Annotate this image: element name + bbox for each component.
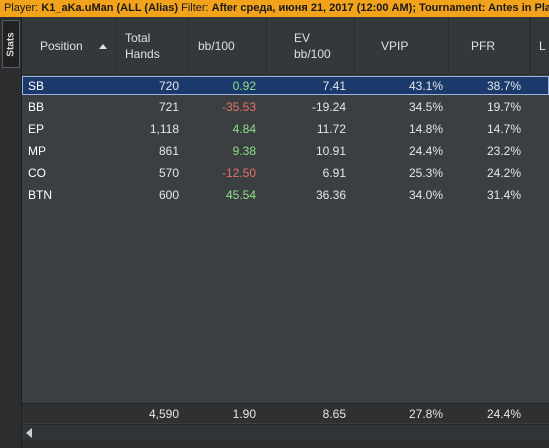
cell-pfr: 24.2% <box>486 166 521 180</box>
cell-position: BB <box>28 100 45 114</box>
player-value[interactable]: K1_aKa.uMan (ALL (Alias) <box>41 2 179 14</box>
stats-tab[interactable]: Stats <box>2 20 20 68</box>
cell-pfr: 14.7% <box>486 122 521 136</box>
sort-ascending-icon <box>99 44 107 49</box>
table-row[interactable]: BB 721 -35.53 -19.24 34.5% 19.7% <box>22 98 549 117</box>
column-header-position[interactable]: Position <box>22 17 117 75</box>
column-header-label: VPIP <box>381 39 409 53</box>
cell-total-hands: 721 <box>158 100 179 114</box>
cell-bb100: -12.50 <box>221 166 256 180</box>
horizontal-scrollbar[interactable] <box>22 424 549 440</box>
column-header-total-hands[interactable]: Total Hands <box>117 17 188 75</box>
filter-label: Filter: <box>181 2 209 14</box>
column-header-label: Position <box>40 39 83 53</box>
column-header-label: bb/100 <box>294 47 331 61</box>
cell-ev-bb100: 10.91 <box>315 144 346 158</box>
cell-bb100: 9.38 <box>232 144 256 158</box>
cell-ev-bb100: 7.41 <box>322 79 346 93</box>
cell-position: SB <box>28 79 45 93</box>
bottom-strip <box>22 440 549 448</box>
cell-total-hands: 600 <box>158 188 179 202</box>
total-bb100: 1.90 <box>232 407 256 421</box>
cell-pfr: 19.7% <box>486 100 521 114</box>
grid-header: Position Total Hands bb/100 EV bb/100 VP… <box>22 17 549 75</box>
cell-total-hands: 1,118 <box>149 122 179 136</box>
cell-position: CO <box>28 166 46 180</box>
cell-position: BTN <box>28 188 52 202</box>
cell-pfr: 38.7% <box>486 79 521 93</box>
total-ev-bb100: 8.65 <box>322 407 346 421</box>
column-header-label: L <box>539 39 546 53</box>
column-header-label: EV <box>294 31 311 45</box>
column-header-ev-bb100[interactable]: EV bb/100 <box>267 17 355 75</box>
table-row[interactable]: BTN 600 45.54 36.36 34.0% 31.4% <box>22 186 549 205</box>
cell-pfr: 31.4% <box>486 188 521 202</box>
column-header-bb100[interactable]: bb/100 <box>188 17 267 75</box>
total-hands: 4,590 <box>148 407 179 421</box>
column-header-vpip[interactable]: VPIP <box>355 17 449 75</box>
total-vpip: 27.8% <box>408 407 443 421</box>
cell-ev-bb100: 11.72 <box>316 122 346 136</box>
stats-grid: Position Total Hands bb/100 EV bb/100 VP… <box>22 17 549 448</box>
filter-value[interactable]: After среда, июня 21, 2017 (12:00 AM); T… <box>211 2 549 14</box>
cell-vpip: 43.1% <box>408 79 443 93</box>
stats-tab-label: Stats <box>5 31 17 57</box>
cell-pfr: 23.2% <box>486 144 521 158</box>
cell-vpip: 25.3% <box>408 166 443 180</box>
cell-total-hands: 861 <box>158 144 179 158</box>
column-header-pfr[interactable]: PFR <box>449 17 530 75</box>
column-header-label: Hands <box>125 47 160 61</box>
cell-vpip: 34.0% <box>408 188 443 202</box>
cell-bb100: 4.84 <box>232 122 256 136</box>
cell-total-hands: 720 <box>158 79 179 93</box>
table-row[interactable]: EP 1,118 4.84 11.72 14.8% 14.7% <box>22 120 549 139</box>
cell-bb100: 0.92 <box>232 79 256 93</box>
column-header-next[interactable]: L <box>530 17 549 75</box>
cell-position: EP <box>28 122 45 136</box>
totals-row: 4,590 1.90 8.65 27.8% 24.4% <box>22 403 549 423</box>
side-panel: Stats <box>0 17 22 448</box>
table-row[interactable]: CO 570 -12.50 6.91 25.3% 24.2% <box>22 164 549 183</box>
cell-vpip: 14.8% <box>408 122 443 136</box>
scroll-left-arrow-icon[interactable] <box>26 428 32 438</box>
cell-bb100: -35.53 <box>221 100 256 114</box>
table-row[interactable]: MP 861 9.38 10.91 24.4% 23.2% <box>22 142 549 161</box>
filter-bar: Player: K1_aKa.uMan (ALL (Alias) Filter:… <box>0 0 549 17</box>
cell-position: MP <box>28 144 46 158</box>
cell-bb100: 45.54 <box>225 188 256 202</box>
column-header-label: PFR <box>471 39 495 53</box>
cell-vpip: 24.4% <box>408 144 443 158</box>
player-label: Player: <box>4 2 39 14</box>
column-header-label: Total <box>125 31 151 45</box>
column-header-label: bb/100 <box>198 39 235 53</box>
cell-ev-bb100: 6.91 <box>322 166 346 180</box>
total-pfr: 24.4% <box>486 407 521 421</box>
table-row[interactable]: SB 720 0.92 7.41 43.1% 38.7% <box>22 76 549 95</box>
cell-ev-bb100: 36.36 <box>315 188 346 202</box>
cell-vpip: 34.5% <box>408 100 443 114</box>
cell-ev-bb100: -19.24 <box>311 100 346 114</box>
cell-total-hands: 570 <box>158 166 179 180</box>
